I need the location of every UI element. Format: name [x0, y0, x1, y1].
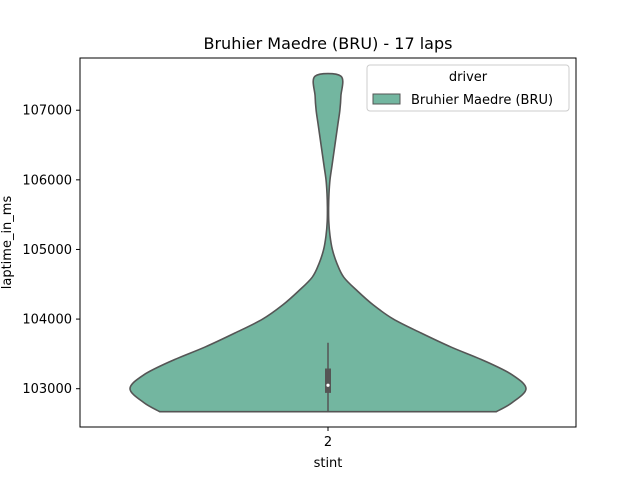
- y-tick-label: 105000: [22, 243, 72, 258]
- legend: driver Bruhier Maedre (BRU): [366, 64, 570, 112]
- y-tick-label: 107000: [22, 104, 72, 119]
- plot-area: [129, 72, 527, 413]
- y-axis: 103000 104000 105000 106000 107000: [22, 104, 80, 397]
- y-tick-label: 103000: [22, 382, 72, 397]
- x-axis: 2: [324, 427, 332, 450]
- y-tick-label: 106000: [22, 173, 72, 188]
- violin-body: [129, 72, 527, 413]
- legend-title: driver: [449, 70, 488, 85]
- legend-entry-label: Bruhier Maedre (BRU): [411, 93, 553, 108]
- chart-title: Bruhier Maedre (BRU) - 17 laps: [204, 34, 453, 53]
- legend-box: [366, 64, 570, 112]
- violin-iqr-box: [325, 368, 331, 393]
- legend-swatch: [372, 93, 401, 105]
- y-tick-label: 104000: [22, 313, 72, 328]
- x-tick-label: 2: [324, 435, 332, 450]
- y-axis-label: laptime_in_ms: [0, 196, 15, 290]
- legend-entries: Bruhier Maedre (BRU): [372, 93, 553, 108]
- violin-median-dot: [326, 383, 330, 387]
- x-axis-label: stint: [314, 456, 343, 471]
